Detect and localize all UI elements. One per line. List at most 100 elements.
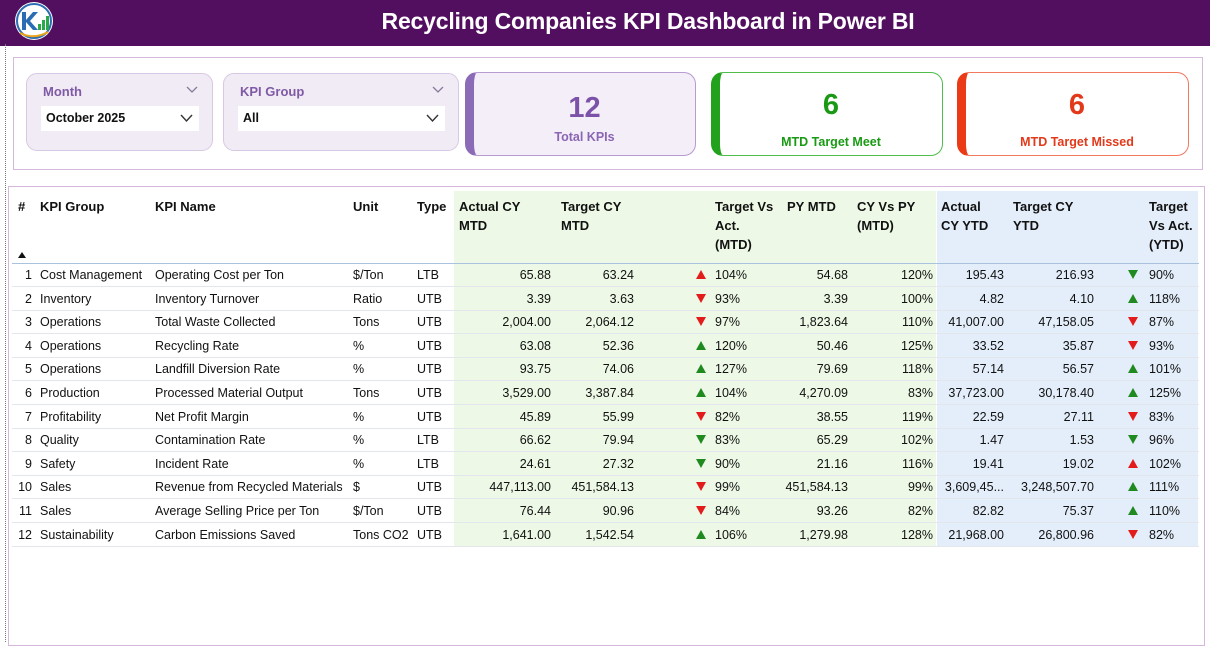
row-number: 6 — [25, 386, 32, 400]
unit-cell: Tons — [353, 386, 380, 400]
header-py-mtd[interactable]: PY MTD — [787, 199, 836, 214]
company-logo-icon — [15, 2, 53, 40]
table-row[interactable]: 1 Cost Management Operating Cost per Ton $/… — [12, 264, 1199, 287]
triangle-up-icon — [1128, 458, 1138, 468]
row-number: 7 — [25, 409, 32, 424]
table-row[interactable]: 7 Profitability Net Profit Margin% UTB 45.89… — [12, 406, 1199, 429]
header-type[interactable]: Type — [417, 199, 447, 214]
target-cy-ytd-cell: 35.87 — [1062, 338, 1094, 353]
actual-cy-ytd-cell: 41,007.00 — [948, 315, 1004, 330]
table-row[interactable]: 8 Quality Contamination Rate% LTB 66.62 79.94… — [12, 429, 1199, 453]
kpi-group-cell: Sales — [40, 480, 72, 495]
kpi-name-cell: Carbon Emissions Saved — [155, 527, 296, 542]
header-kpi-name[interactable]: KPI Name — [155, 199, 216, 214]
header-unit[interactable]: Unit — [353, 199, 379, 214]
header-cy-vs-py-mtd[interactable]: CY Vs PY (MTD) — [857, 199, 916, 233]
target-vs-act-ytd-cell: 101% — [1149, 362, 1181, 377]
triangle-down-icon — [1128, 411, 1138, 421]
kpi-name-cell: Inventory Turnover — [155, 291, 260, 306]
month-slicer[interactable]: Month October 2025 — [26, 73, 213, 151]
unit-cell: Tons — [353, 315, 380, 330]
cy-vs-py-mtd-cell: 83% — [907, 386, 933, 400]
row-number: 11 — [19, 504, 32, 518]
target-vs-act-mtd-cell: 83% — [715, 433, 741, 448]
kpi-name-cell: Average Selling Price per Ton — [155, 504, 320, 518]
month-slicer-label: Month — [43, 84, 82, 99]
target-cy-ytd-cell: 56.57 — [1062, 362, 1094, 377]
month-dropdown[interactable]: October 2025 — [41, 106, 199, 131]
target-cy-mtd-cell: 3,387.84 — [585, 386, 634, 400]
table-row[interactable]: 10 Sales Revenue from Recycled Materials $ U… — [12, 476, 1199, 500]
triangle-down-icon — [696, 506, 706, 515]
target-vs-act-mtd-cell: 93% — [715, 291, 741, 306]
actual-cy-mtd-cell: 2,004.00 — [502, 315, 551, 330]
actual-cy-ytd-cell: 21,968.00 — [948, 527, 1004, 542]
kpi-group-slicer-label: KPI Group — [240, 84, 305, 99]
target-cy-mtd-cell: 90.96 — [602, 504, 634, 518]
kpi-group-cell: Operations — [40, 338, 102, 353]
target-cy-mtd-cell: 52.36 — [602, 338, 634, 353]
sort-ascending-icon[interactable] — [18, 252, 26, 258]
actual-cy-mtd-cell: 24.61 — [519, 456, 551, 471]
cy-vs-py-mtd-cell: 119% — [901, 409, 933, 424]
triangle-down-icon — [696, 293, 706, 303]
table-row[interactable]: 11 Sales Average Selling Price per Ton $/To… — [12, 500, 1199, 523]
cy-vs-py-mtd-cell: 102% — [901, 433, 933, 448]
month-value: October 2025 — [46, 111, 126, 125]
unit-cell: % — [353, 433, 365, 448]
triangle-up-icon — [1128, 482, 1138, 492]
mtd-target-missed-card: 6 MTD Target Missed — [957, 72, 1189, 156]
target-vs-act-mtd-cell: 104% — [715, 386, 747, 400]
chevron-down-icon[interactable] — [426, 113, 439, 123]
table-row[interactable]: 5 Operations Landfill Diversion Rate% UTB 93… — [12, 358, 1199, 382]
target-cy-mtd-cell: 27.32 — [602, 456, 634, 471]
chevron-down-icon[interactable] — [186, 84, 198, 94]
title-bar: Recycling Companies KPI Dashboard in Pow… — [0, 0, 1210, 46]
chevron-down-icon[interactable] — [432, 84, 444, 94]
target-vs-act-ytd-cell: 93% — [1149, 338, 1175, 353]
kpi-name-cell: Operating Cost per Ton — [155, 268, 285, 282]
table-row[interactable]: 12 Sustainability Carbon Emissions Saved To… — [12, 524, 1199, 547]
kpi-group-slicer[interactable]: KPI Group All — [223, 73, 459, 151]
target-vs-act-ytd-cell: 83% — [1149, 409, 1175, 424]
chevron-down-icon[interactable] — [180, 113, 193, 123]
target-cy-mtd-cell: 3.63 — [609, 291, 634, 306]
mtd-target-missed-value: 6 — [1068, 89, 1086, 121]
header-target-vs-act-mtd[interactable]: Target Vs Act. (MTD) — [715, 199, 774, 252]
target-cy-ytd-cell: 1.53 — [1069, 433, 1094, 448]
target-cy-mtd-cell: 1,542.54 — [585, 527, 634, 542]
table-row[interactable]: 4 Operations Recycling Rate% UTB 63.08 52.36 1… — [12, 335, 1199, 358]
header-target-vs-act-ytd[interactable]: Target Vs Act. (YTD) — [1149, 199, 1193, 252]
actual-cy-ytd-cell: 33.52 — [972, 338, 1004, 353]
cy-vs-py-mtd-cell: 125% — [901, 338, 933, 353]
type-cell: UTB — [417, 362, 442, 377]
unit-cell: $/Ton — [353, 504, 384, 518]
cy-vs-py-mtd-cell: 100% — [901, 291, 933, 306]
type-cell: UTB — [417, 480, 442, 495]
cy-vs-py-mtd-cell: 128% — [901, 527, 933, 542]
table-row[interactable]: 9 Safety Incident Rate% LTB 24.61 27.32 90% 21.… — [12, 453, 1199, 476]
header-actual-cy-ytd[interactable]: Actual CY YTD — [941, 199, 989, 233]
target-cy-ytd-cell: 75.37 — [1062, 504, 1094, 518]
mtd-target-missed-label: MTD Target Missed — [1020, 135, 1134, 149]
table-row[interactable]: 6 Production Processed Material Output Tons… — [12, 382, 1199, 405]
mtd-column-band — [454, 191, 936, 546]
table-row[interactable]: 2 Inventory Inventory Turnover Ratio UTB 3.39… — [12, 288, 1199, 311]
kpi-group-dropdown[interactable]: All — [238, 106, 445, 131]
unit-cell: $ — [353, 480, 360, 495]
header-number[interactable]: # — [18, 199, 26, 214]
py-mtd-cell: 21.16 — [816, 456, 848, 471]
target-vs-act-mtd-cell: 82% — [715, 409, 741, 424]
header-target-cy-ytd[interactable]: Target CY YTD — [1013, 199, 1074, 233]
target-vs-act-ytd-cell: 87% — [1149, 315, 1175, 330]
header-kpi-group[interactable]: KPI Group — [40, 199, 105, 214]
header-actual-cy-mtd[interactable]: Actual CY MTD — [459, 199, 521, 233]
table-row[interactable]: 3 Operations Total Waste Collected Tons UTB 2… — [12, 311, 1199, 335]
row-number: 4 — [25, 338, 32, 353]
header-target-cy-mtd[interactable]: Target CY MTD — [561, 199, 622, 233]
actual-cy-mtd-cell: 45.89 — [519, 409, 551, 424]
kpi-group-cell: Operations — [40, 315, 102, 330]
triangle-up-icon — [696, 529, 706, 539]
kpi-name-cell: Landfill Diversion Rate — [155, 362, 281, 377]
unit-cell: % — [353, 338, 365, 353]
